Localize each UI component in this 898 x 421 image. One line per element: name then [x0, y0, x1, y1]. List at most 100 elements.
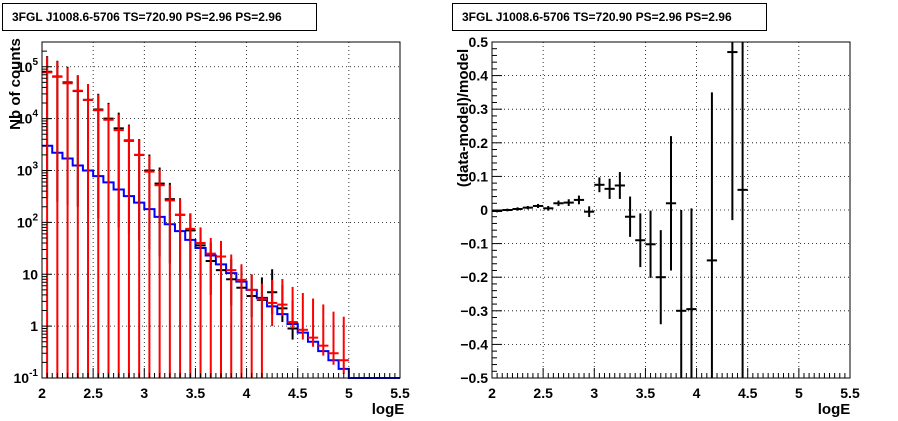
right-x-tick-label: 4 [693, 385, 701, 401]
left-y-tick-base: 10 [17, 59, 33, 75]
residual-point [614, 172, 625, 199]
residual-point [676, 210, 687, 378]
right-y-tick-label: 0.1 [469, 168, 489, 184]
right-y-tick-label: −0.5 [460, 370, 488, 386]
residual-point [737, 42, 748, 378]
model-point [205, 237, 216, 378]
residual-point [706, 92, 718, 378]
right-y-tick-label: −0.3 [460, 303, 488, 319]
right-x-tick-label: 5 [795, 385, 803, 401]
model-point [338, 316, 349, 374]
model-point [42, 56, 53, 378]
residual-point [553, 200, 564, 206]
model-point [195, 227, 206, 378]
right-x-axis-label: logE [818, 401, 851, 418]
right-x-tick-label: 3.5 [636, 385, 656, 401]
right-x-tick-label: 2 [488, 385, 496, 401]
model-point [307, 298, 319, 347]
right-y-tick-label: 0.3 [469, 101, 489, 117]
residual-point [645, 210, 656, 278]
left-y-axis-label: Nb of counts [7, 38, 24, 130]
right-plot-title: 3FGL J1008.6-5706 TS=720.90 PS=2.96 PS=2… [452, 3, 767, 31]
left-y-tick-label: 1 [30, 318, 38, 334]
right-y-axis-label: (data-model)/model [455, 49, 472, 187]
residual-point [512, 207, 523, 211]
left-plot-title: 3FGL J1008.6-5706 TS=720.90 PS=2.96 PS=2… [2, 3, 317, 31]
right-x-tick-label: 4.5 [738, 385, 758, 401]
model-point [82, 84, 94, 378]
model-point [113, 114, 124, 378]
right-y-tick-label: 0.5 [469, 34, 489, 50]
model-point [134, 139, 145, 378]
left-y-tick-label: 104 [17, 109, 39, 127]
residual-point [604, 178, 615, 199]
residual-point [502, 208, 513, 212]
model-point [123, 125, 135, 378]
residual-point [594, 177, 605, 193]
left-x-tick-label: 2 [38, 385, 46, 401]
model-point [52, 61, 63, 378]
model-point [287, 286, 298, 329]
left-y-tick-label: 103 [17, 161, 39, 179]
residual-point [624, 196, 636, 237]
left-y-tick-base: 10 [17, 214, 33, 230]
model-point [215, 240, 227, 378]
left-y-tick-exp: 5 [32, 57, 38, 68]
residual-point [635, 213, 646, 268]
residual-point [543, 205, 554, 211]
left-y-tick-base: 10 [14, 370, 30, 386]
model-point [144, 156, 155, 378]
right-x-tick-label: 5.5 [840, 385, 860, 401]
model-point [164, 184, 175, 378]
left-y-tick-exp: 3 [32, 161, 38, 172]
right-y-tick-label: −0.2 [460, 269, 488, 285]
model-point [93, 94, 104, 378]
residual-point [727, 42, 738, 221]
residual-point [665, 136, 677, 271]
left-x-tick-label: 2.5 [83, 385, 103, 401]
left-y-tick-label: 10 [22, 266, 38, 282]
model-point [62, 67, 73, 378]
right-x-tick-label: 2.5 [533, 385, 553, 401]
left-x-axis-label: logE [372, 401, 405, 418]
model-point [72, 75, 83, 378]
residual-point [532, 203, 544, 208]
right-y-tick-label: 0 [480, 202, 488, 218]
left-y-tick-exp: 2 [32, 212, 38, 223]
model-point [174, 199, 186, 378]
model-point [267, 279, 278, 327]
model-point [277, 278, 288, 316]
left-x-tick-label: 5.5 [390, 385, 410, 401]
model-point [318, 304, 329, 356]
residual-point [686, 208, 697, 378]
residual-point [563, 199, 574, 206]
residual-point [584, 206, 595, 218]
left-y-tick-base: 10 [22, 266, 38, 282]
model-point [103, 104, 114, 378]
left-y-tick-base: 1 [30, 318, 38, 334]
left-x-tick-label: 5 [345, 385, 353, 401]
residual-point [522, 205, 533, 210]
model-point [154, 169, 165, 378]
residual-point [573, 195, 585, 205]
left-x-tick-label: 3.5 [186, 385, 206, 401]
right-y-tick-label: 0.4 [469, 68, 489, 84]
right-y-tick-label: 0.2 [469, 135, 489, 151]
left-y-tick-label: 10-1 [14, 368, 39, 386]
left-y-tick-exp: 4 [32, 109, 38, 120]
residual-point [655, 230, 666, 325]
left-y-tick-base: 10 [17, 111, 33, 127]
model-point [246, 274, 257, 378]
left-x-tick-label: 4.5 [288, 385, 308, 401]
right-y-tick-label: −0.1 [460, 236, 488, 252]
model-point [328, 311, 339, 365]
model-point [226, 254, 237, 378]
right-x-tick-label: 3 [590, 385, 598, 401]
left-y-tick-base: 10 [17, 163, 33, 179]
left-x-tick-label: 4 [243, 385, 251, 401]
left-y-tick-label: 102 [17, 212, 39, 230]
model-point [185, 213, 196, 378]
left-y-tick-label: 105 [17, 57, 39, 75]
